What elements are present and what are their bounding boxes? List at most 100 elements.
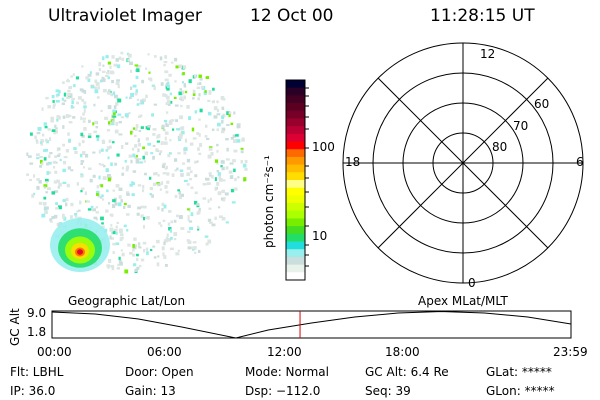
image-pixel	[80, 174, 84, 178]
image-pixel	[164, 70, 169, 74]
image-pixel	[187, 240, 192, 244]
image-pixel	[65, 149, 70, 153]
image-pixel	[107, 76, 111, 80]
image-pixel	[45, 96, 49, 100]
image-pixel	[51, 94, 55, 99]
image-pixel	[199, 108, 203, 113]
image-pixel	[121, 236, 124, 240]
image-pixel	[198, 152, 202, 156]
image-pixel	[40, 141, 44, 146]
image-pixel	[66, 78, 69, 82]
image-pixel	[51, 215, 55, 220]
image-pixel	[213, 106, 218, 111]
image-pixel	[47, 161, 52, 165]
image-pixel	[186, 158, 191, 163]
image-pixel	[115, 242, 120, 246]
image-pixel	[116, 153, 120, 157]
image-pixel	[72, 73, 75, 76]
image-pixel	[171, 61, 174, 64]
image-pixel	[161, 124, 165, 129]
image-pixel	[115, 184, 120, 188]
image-pixel	[158, 152, 162, 156]
image-pixel	[135, 75, 139, 80]
image-pixel	[82, 166, 86, 169]
image-pixel	[230, 136, 234, 140]
image-pixel	[206, 137, 210, 141]
image-pixel	[226, 111, 231, 116]
image-pixel	[93, 216, 98, 220]
x-tick-4: 23:59	[553, 345, 588, 359]
image-pixel	[209, 197, 212, 201]
image-pixel	[226, 123, 230, 127]
image-pixel	[135, 257, 139, 262]
image-pixel	[55, 99, 60, 103]
image-pixel	[53, 214, 58, 219]
image-pixel	[45, 191, 48, 194]
image-pixel	[181, 81, 185, 84]
image-pixel	[150, 152, 154, 155]
image-pixel	[53, 103, 56, 107]
image-pixel	[120, 116, 124, 119]
image-pixel	[117, 98, 122, 103]
image-pixel	[43, 186, 46, 189]
image-pixel	[110, 224, 113, 227]
image-pixel	[133, 237, 137, 241]
image-pixel	[112, 242, 116, 246]
image-pixel	[179, 133, 183, 137]
image-pixel	[101, 76, 105, 81]
image-pixel	[113, 228, 118, 232]
image-pixel	[99, 196, 103, 199]
image-pixel	[51, 118, 54, 121]
image-pixel	[120, 51, 124, 55]
image-pixel	[110, 237, 114, 240]
image-pixel	[211, 128, 215, 132]
image-pixel	[183, 151, 187, 155]
image-pixel	[153, 103, 157, 106]
image-pixel	[115, 81, 120, 85]
image-pixel	[40, 139, 44, 143]
image-pixel	[165, 237, 169, 240]
image-pixel	[107, 177, 111, 182]
image-pixel	[106, 129, 111, 132]
gc-alt-axis-label: GC Alt	[8, 308, 22, 346]
image-pixel	[244, 167, 248, 171]
image-pixel	[117, 113, 122, 116]
image-pixel	[197, 97, 200, 101]
image-pixel	[216, 109, 220, 113]
image-pixel	[160, 141, 164, 145]
image-pixel	[135, 154, 138, 158]
image-pixel	[77, 209, 81, 212]
image-pixel	[92, 208, 97, 212]
image-pixel	[214, 186, 217, 191]
mlt-label-18: 18	[345, 155, 361, 169]
image-pixel	[101, 225, 105, 230]
image-pixel	[107, 69, 110, 73]
image-pixel	[166, 180, 170, 184]
image-pixel	[129, 251, 133, 255]
image-pixel	[166, 233, 169, 238]
image-pixel	[207, 99, 211, 103]
image-pixel	[156, 262, 160, 267]
image-pixel	[163, 239, 168, 243]
image-pixel	[89, 178, 93, 183]
image-pixel	[105, 168, 109, 173]
image-pixel	[167, 238, 172, 242]
image-pixel	[89, 71, 92, 75]
image-pixel	[173, 158, 178, 162]
image-pixel	[97, 86, 100, 90]
image-pixel	[148, 77, 152, 81]
image-pixel	[128, 96, 132, 100]
image-pixel	[72, 116, 76, 119]
image-pixel	[115, 102, 119, 106]
image-pixel	[204, 235, 209, 238]
image-pixel	[33, 192, 36, 196]
image-pixel	[102, 56, 105, 61]
image-pixel	[125, 191, 130, 195]
ip-status: IP: 36.0	[10, 384, 56, 398]
image-pixel	[230, 188, 235, 193]
image-pixel	[233, 149, 238, 153]
image-pixel	[35, 153, 40, 157]
image-pixel	[36, 157, 40, 160]
image-pixel	[102, 176, 107, 180]
image-pixel	[68, 138, 72, 142]
